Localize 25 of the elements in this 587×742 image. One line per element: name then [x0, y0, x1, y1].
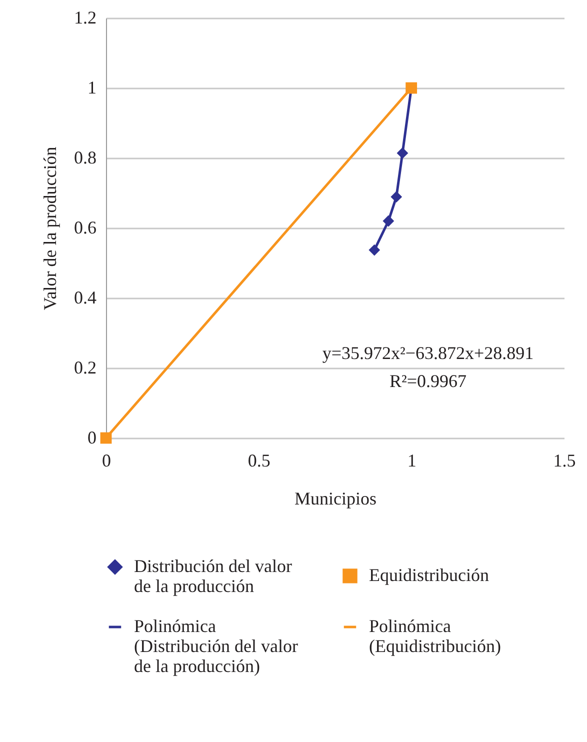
legend-label: Polinómica (Equidistribución) [369, 616, 501, 656]
y-axis-title: Valor de la producción [40, 146, 60, 310]
y-tick-label: 0 [88, 428, 96, 448]
x-tick-label: 0.5 [248, 450, 270, 470]
y-tick-label: 0.4 [74, 288, 96, 308]
legend-label: Distribución del valor de la producción [134, 556, 292, 596]
annotation: y=35.972x²−63.872x+28.891 [322, 343, 534, 363]
y-tick-label: 0.6 [74, 218, 96, 238]
y-tick-label: 1 [88, 78, 96, 98]
point [368, 244, 380, 256]
point [390, 191, 402, 203]
x-tick-label: 1 [407, 450, 416, 470]
x-tick-label: 0 [102, 450, 111, 470]
point [100, 432, 112, 444]
legend-label: Polinómica (Distribución del valor de la producción) [134, 616, 298, 676]
y-tick-label: 0.8 [74, 148, 96, 168]
legend-label: Equidistribución [369, 564, 489, 585]
y-tick-label: 0.2 [74, 358, 96, 378]
x-tick-label: 1.5 [553, 450, 576, 470]
point [396, 147, 408, 159]
y-tick-label: 1.2 [74, 8, 96, 28]
point [382, 215, 394, 227]
annotation: R²=0.9967 [389, 371, 467, 391]
point [406, 82, 418, 94]
x-axis-title: Municipios [294, 488, 377, 508]
